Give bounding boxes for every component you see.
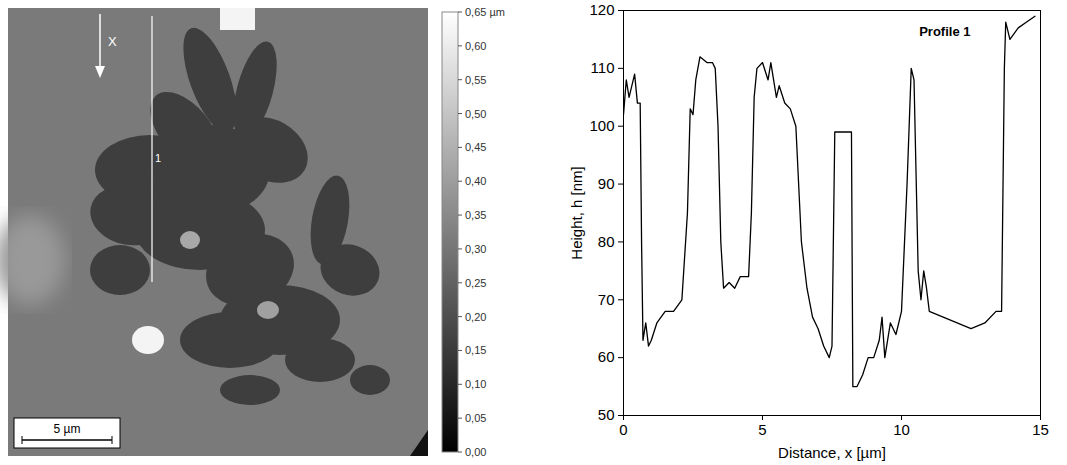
svg-text:0,30: 0,30 bbox=[465, 243, 486, 255]
svg-text:0,00: 0,00 bbox=[465, 446, 486, 458]
svg-text:0,35: 0,35 bbox=[465, 209, 486, 221]
svg-text:0,55: 0,55 bbox=[465, 74, 486, 86]
svg-text:90: 90 bbox=[598, 175, 615, 192]
svg-text:0: 0 bbox=[619, 421, 627, 438]
svg-text:10: 10 bbox=[893, 421, 910, 438]
svg-text:0,60: 0,60 bbox=[465, 40, 486, 52]
svg-text:100: 100 bbox=[589, 117, 614, 134]
svg-text:0,25: 0,25 bbox=[465, 277, 486, 289]
svg-text:0,40: 0,40 bbox=[465, 175, 486, 187]
svg-text:0,50: 0,50 bbox=[465, 108, 486, 120]
svg-text:Profile 1: Profile 1 bbox=[919, 24, 970, 39]
svg-text:0,45: 0,45 bbox=[465, 141, 486, 153]
svg-text:50: 50 bbox=[598, 406, 615, 423]
svg-text:0,10: 0,10 bbox=[465, 378, 486, 390]
svg-text:5: 5 bbox=[758, 421, 766, 438]
svg-text:60: 60 bbox=[598, 348, 615, 365]
svg-text:110: 110 bbox=[591, 59, 615, 76]
svg-text:Height, h [nm]: Height, h [nm] bbox=[568, 166, 585, 259]
svg-text:5 µm: 5 µm bbox=[54, 422, 81, 436]
svg-text:120: 120 bbox=[589, 1, 614, 18]
svg-text:1: 1 bbox=[155, 152, 161, 164]
svg-text:0,15: 0,15 bbox=[465, 344, 486, 356]
svg-text:80: 80 bbox=[598, 233, 615, 250]
svg-text:0,20: 0,20 bbox=[465, 311, 486, 323]
svg-text:0,05: 0,05 bbox=[465, 412, 486, 424]
svg-text:Distance, x [µm]: Distance, x [µm] bbox=[778, 444, 886, 461]
svg-text:70: 70 bbox=[598, 291, 615, 308]
svg-text:15: 15 bbox=[1032, 421, 1049, 438]
svg-text:0,65 µm: 0,65 µm bbox=[465, 6, 505, 18]
svg-text:X: X bbox=[108, 34, 117, 49]
